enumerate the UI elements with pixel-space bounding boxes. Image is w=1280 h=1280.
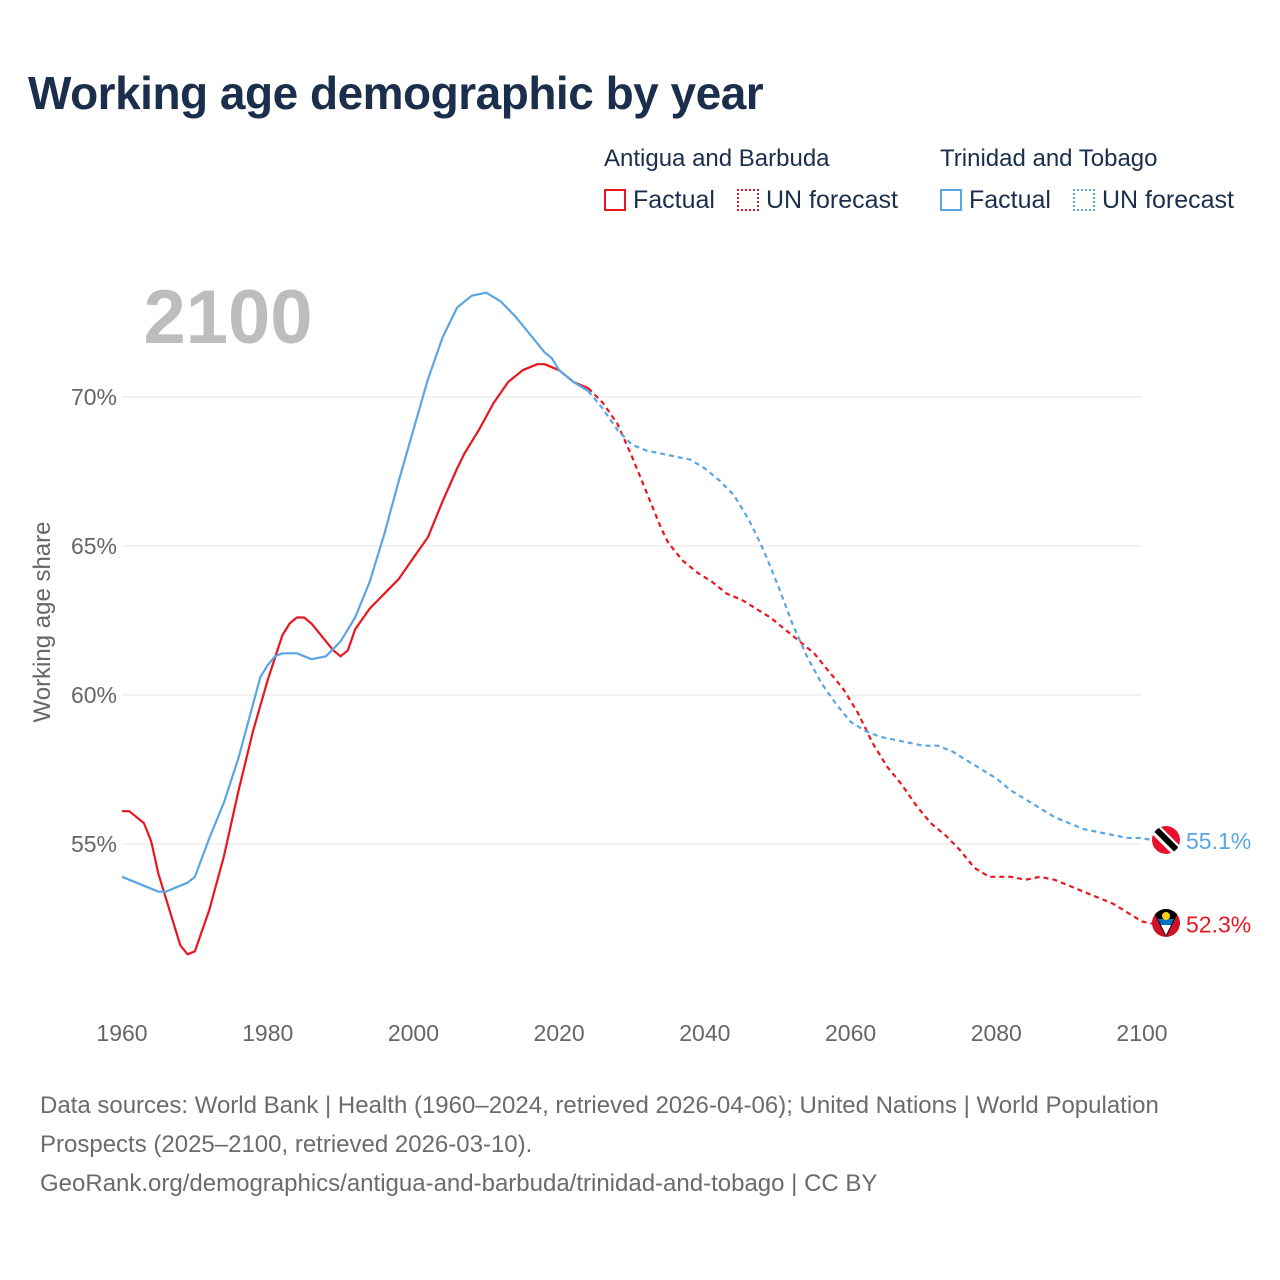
end-value-label: 55.1% [1186,828,1251,854]
data-sources: Data sources: World Bank | Health (1960–… [40,1092,1159,1158]
x-tick-label: 1980 [242,1020,293,1046]
antigua-flag-icon [1152,909,1180,937]
series-line-forecast-0 [587,387,1157,926]
legend-swatch-solid [604,189,626,211]
x-tick-label: 2040 [679,1020,730,1046]
x-tick-label: 2020 [534,1020,585,1046]
series-line-forecast-1 [587,390,1157,843]
legend-antigua-factual[interactable]: Factual [604,186,715,214]
x-tick-label: 2060 [825,1020,876,1046]
footer: Data sources: World Bank | Health (1960–… [40,1086,1220,1203]
trinidad-flag-icon [1152,826,1180,854]
year-watermark: 2100 [143,275,312,360]
legend-trinidad-forecast[interactable]: UN forecast [1073,186,1234,214]
legend-label: UN forecast [766,185,898,214]
x-tick-label: 2080 [971,1020,1022,1046]
y-tick-label: 60% [71,682,117,708]
series-line-factual-0 [122,363,589,956]
legend-label: Factual [633,185,715,214]
x-tick-label: 1960 [96,1020,147,1046]
legend-trinidad-factual[interactable]: Factual [940,186,1051,214]
series-line-factual-1 [121,291,589,893]
legend-swatch-solid [940,189,962,211]
source-link[interactable]: GeoRank.org/demographics/antigua-and-bar… [40,1170,878,1197]
y-axis-label: Working age share [29,522,56,723]
legend-trinidad-title: Trinidad and Tobago [940,145,1158,172]
legend-antigua-title: Antigua and Barbuda [604,145,830,172]
legend-antigua-forecast[interactable]: UN forecast [737,186,898,214]
legend-swatch-dotted [1073,189,1095,211]
x-tick-label: 2100 [1116,1020,1167,1046]
y-tick-label: 55% [71,831,117,857]
y-tick-label: 65% [71,533,117,559]
end-value-label: 52.3% [1186,911,1251,937]
legend-label: Factual [969,185,1051,214]
x-tick-label: 2000 [388,1020,439,1046]
chart-title: Working age demographic by year [28,67,764,119]
y-tick-label: 70% [71,384,117,410]
legend-swatch-dotted [737,189,759,211]
legend-label: UN forecast [1102,185,1234,214]
